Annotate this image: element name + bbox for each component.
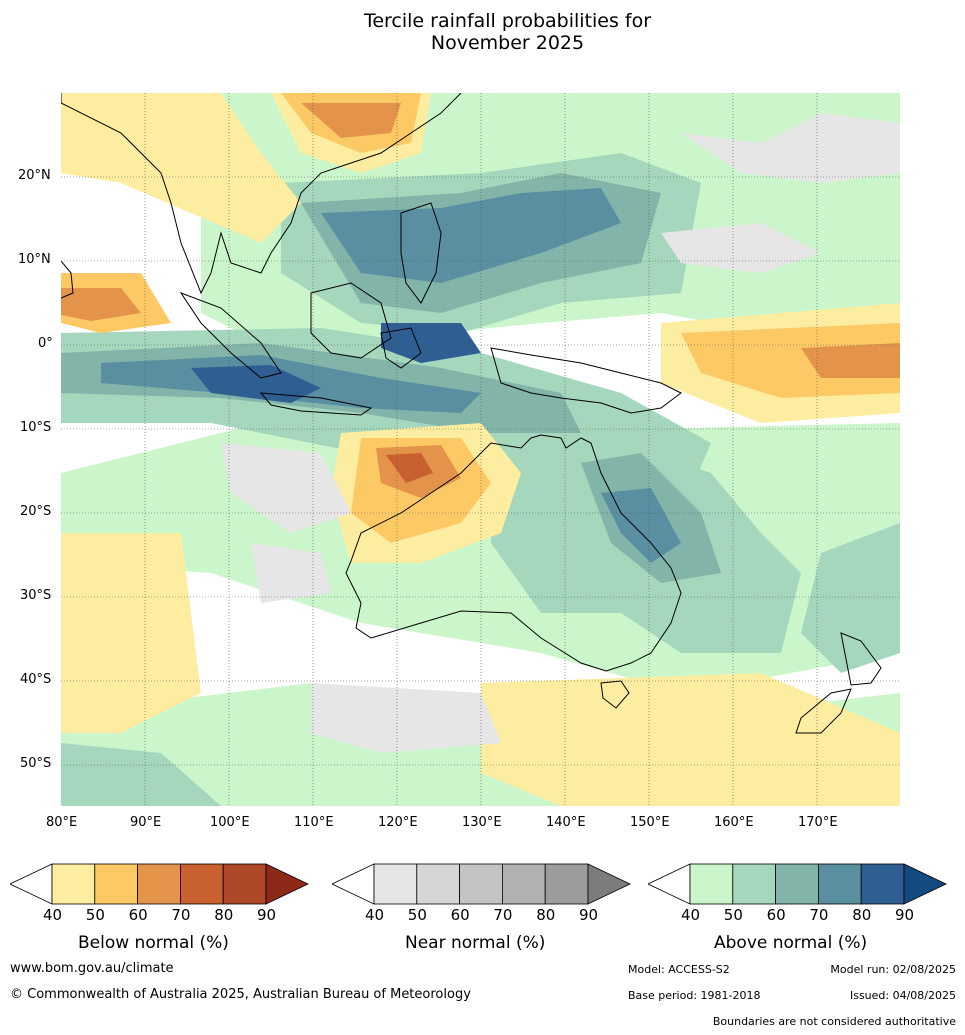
lat-label-0: 0° xyxy=(38,336,53,351)
colorbar-title-below: Below normal (%) xyxy=(78,933,229,953)
near-tick-40: 40 xyxy=(365,906,385,924)
near-tick-50: 50 xyxy=(407,906,427,924)
above-tick-40: 40 xyxy=(681,906,701,924)
lon-label-100e: 100°E xyxy=(210,815,250,830)
colorbar-below-normal-svg xyxy=(9,863,309,905)
above-tick-80: 80 xyxy=(852,906,872,924)
below-tick-40: 40 xyxy=(43,906,63,924)
java-coastline xyxy=(259,392,373,416)
footer-disclaimer: Boundaries are not considered authoritat… xyxy=(712,1015,956,1028)
coastlines xyxy=(61,93,882,734)
footer-copyright: © Commonwealth of Australia 2025, Austra… xyxy=(10,987,471,1002)
below-cap-right xyxy=(265,863,309,905)
above-swatch-0 xyxy=(689,863,734,905)
near-cap-left xyxy=(331,863,375,905)
colorbar-near-normal-svg xyxy=(331,863,631,905)
near-tick-70: 70 xyxy=(493,906,513,924)
title-line-2: November 2025 xyxy=(430,32,585,54)
above-tick-50: 50 xyxy=(723,906,743,924)
borneo-coastline xyxy=(310,282,392,359)
above-swatch-3 xyxy=(817,863,862,905)
near-swatch-2 xyxy=(459,863,503,905)
footer-model-run: Model run: 02/08/2025 xyxy=(830,963,956,976)
below-cap-left xyxy=(9,863,53,905)
lon-label-160e: 160°E xyxy=(714,815,754,830)
sumatra-coastline xyxy=(179,291,282,379)
sri-lanka-coastline xyxy=(61,260,74,299)
lat-label-50s: 50°S xyxy=(20,756,52,771)
near-swatch-4 xyxy=(544,863,589,905)
australia-coastline xyxy=(345,434,682,672)
lon-label-110e: 110°E xyxy=(294,815,334,830)
lat-label-10s: 10°S xyxy=(20,420,52,435)
above-cap-left xyxy=(647,863,691,905)
above-tick-90: 90 xyxy=(895,906,915,924)
below-swatch-3 xyxy=(179,863,224,905)
near-swatch-1 xyxy=(416,863,461,905)
map-svg xyxy=(61,93,900,806)
above-swatch-4 xyxy=(860,863,905,905)
near-swatch-0 xyxy=(373,863,418,905)
near-cap-right xyxy=(587,863,631,905)
below-tick-90: 90 xyxy=(257,906,277,924)
above-swatch-2 xyxy=(775,863,819,905)
footer-base-period: Base period: 1981-2018 xyxy=(628,989,761,1002)
lon-label-120e: 120°E xyxy=(378,815,418,830)
lon-label-130e: 130°E xyxy=(462,815,502,830)
above-cap-right xyxy=(903,863,947,905)
colorbar-above-normal xyxy=(647,863,948,909)
near-tick-60: 60 xyxy=(450,906,470,924)
colorbar-title-above: Above normal (%) xyxy=(714,933,868,953)
below-swatch-1 xyxy=(94,863,139,905)
colorbar-below-normal xyxy=(9,863,310,909)
philippines-coastline xyxy=(400,202,442,304)
above-swatch-1 xyxy=(732,863,777,905)
new-zealand-coastline xyxy=(795,632,882,734)
near-swatch-3 xyxy=(501,863,546,905)
lon-label-170e: 170°E xyxy=(798,815,838,830)
colorbar-title-near: Near normal (%) xyxy=(405,933,546,953)
graticule xyxy=(61,93,900,806)
near-tick-80: 80 xyxy=(536,906,556,924)
footer-issued: Issued: 04/08/2025 xyxy=(849,989,956,1002)
above-tick-70: 70 xyxy=(809,906,829,924)
lat-label-20n: 20°N xyxy=(18,168,51,183)
map-title: Tercile rainfall probabilities for Novem… xyxy=(0,10,965,54)
below-normal-70-shading xyxy=(386,453,433,483)
below-tick-70: 70 xyxy=(171,906,191,924)
mainland-asia-coastline xyxy=(61,93,462,295)
lon-label-80e: 80°E xyxy=(46,815,78,830)
lat-label-20s: 20°S xyxy=(20,504,52,519)
lat-label-40s: 40°S xyxy=(20,672,52,687)
title-line-1: Tercile rainfall probabilities for xyxy=(363,10,652,32)
new-guinea-coastline xyxy=(490,347,682,414)
near-tick-90: 90 xyxy=(579,906,599,924)
lon-label-90e: 90°E xyxy=(130,815,162,830)
below-swatch-4 xyxy=(222,863,267,905)
sulawesi-coastline xyxy=(380,327,422,369)
tasmania-coastline xyxy=(600,680,630,709)
probability-map xyxy=(61,93,900,806)
below-tick-50: 50 xyxy=(85,906,105,924)
colorbar-above-normal-svg xyxy=(647,863,947,905)
footer-model: Model: ACCESS-S2 xyxy=(628,963,730,976)
lat-label-30s: 30°S xyxy=(20,588,52,603)
lon-label-140e: 140°E xyxy=(546,815,586,830)
above-tick-60: 60 xyxy=(766,906,786,924)
lon-label-150e: 150°E xyxy=(630,815,670,830)
near-normal-shading xyxy=(221,113,900,753)
below-tick-80: 80 xyxy=(214,906,234,924)
below-swatch-0 xyxy=(51,863,96,905)
colorbar-near-normal xyxy=(331,863,632,909)
above-normal-80-shading xyxy=(191,323,481,403)
footer-site-link[interactable]: www.bom.gov.au/climate xyxy=(10,961,174,976)
lat-label-10n: 10°N xyxy=(18,252,51,267)
below-tick-60: 60 xyxy=(128,906,148,924)
below-swatch-2 xyxy=(137,863,181,905)
